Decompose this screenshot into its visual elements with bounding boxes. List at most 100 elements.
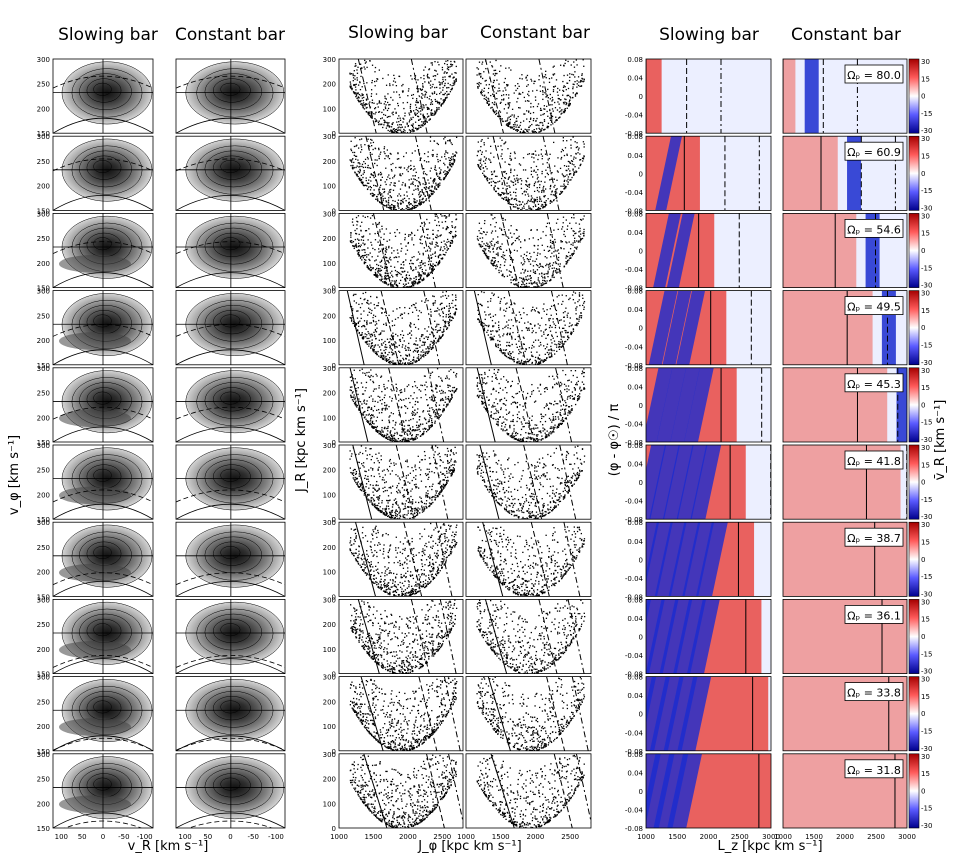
action-point [405, 245, 407, 247]
action-point [412, 97, 414, 100]
action-point [520, 246, 522, 249]
action-point [496, 72, 498, 75]
action-point [363, 170, 365, 172]
contour-line [204, 150, 263, 188]
action-point [501, 274, 503, 277]
action-point [408, 121, 411, 123]
action-point [569, 99, 571, 101]
action-point [542, 284, 544, 286]
action-point [369, 217, 372, 219]
action-point [551, 264, 554, 266]
action-point [425, 183, 427, 185]
action-point [364, 249, 366, 251]
action-point [497, 145, 499, 147]
action-point [503, 108, 506, 110]
action-point [380, 179, 382, 181]
action-point [560, 241, 562, 243]
action-point [532, 260, 534, 262]
action-point [421, 121, 423, 123]
action-point [484, 249, 486, 251]
action-point [535, 264, 538, 266]
action-point [401, 270, 403, 273]
action-point [537, 311, 539, 313]
action-point [414, 168, 416, 170]
action-point [562, 300, 564, 303]
action-point [413, 323, 415, 326]
action-point [494, 181, 496, 184]
action-point [361, 93, 363, 95]
action-point [443, 325, 445, 328]
action-point [367, 266, 369, 268]
action-point [494, 74, 496, 77]
action-point [384, 274, 386, 277]
action-point [500, 177, 503, 180]
action-point [480, 291, 483, 293]
action-point [355, 323, 357, 325]
action-point [564, 98, 566, 100]
action-point [539, 362, 542, 364]
action-point [544, 92, 546, 94]
action-point [414, 344, 417, 346]
action-point [389, 130, 391, 133]
action-point [527, 327, 529, 330]
y-tick-label: 300 [37, 133, 50, 141]
action-point [453, 80, 455, 82]
action-point [563, 85, 565, 87]
action-point [378, 248, 380, 250]
action-point [549, 246, 551, 248]
action-point [374, 120, 377, 123]
action-point [502, 327, 504, 330]
action-point [539, 358, 541, 360]
action-point [509, 354, 511, 357]
action-point [393, 207, 395, 210]
action-point [417, 258, 419, 260]
action-point [563, 188, 566, 190]
action-point [480, 166, 482, 168]
action-point [539, 198, 541, 200]
action-point [544, 108, 546, 110]
action-point [451, 316, 453, 318]
action-point [423, 341, 425, 344]
action-point [526, 251, 528, 253]
action-point [478, 230, 480, 232]
action-point [541, 158, 543, 160]
action-point [515, 129, 517, 131]
action-point [421, 124, 423, 126]
action-point [452, 82, 454, 84]
action-point [509, 191, 511, 193]
action-point [523, 96, 525, 99]
action-point [533, 184, 535, 187]
action-point [491, 178, 493, 180]
action-point [420, 275, 423, 277]
moving-group [59, 254, 131, 273]
action-point [435, 70, 437, 72]
action-point [534, 310, 537, 312]
action-point [374, 315, 377, 318]
action-point [553, 178, 555, 180]
action-point [506, 332, 509, 335]
action-point [509, 152, 512, 155]
action-point [386, 272, 388, 274]
action-point [533, 182, 536, 185]
y-tick-label: 0.08 [627, 133, 643, 141]
action-point [352, 77, 355, 79]
action-point [526, 100, 529, 102]
action-point [506, 119, 509, 121]
action-point [423, 153, 426, 155]
action-point [379, 186, 381, 188]
action-point [434, 246, 436, 248]
action-point [373, 184, 375, 187]
action-point [405, 259, 407, 261]
action-point [509, 121, 511, 123]
action-point [520, 351, 522, 354]
action-point [493, 257, 495, 259]
action-point [421, 242, 423, 245]
action-point [530, 209, 533, 211]
action-point [434, 255, 437, 257]
action-point [481, 245, 484, 247]
action-point [430, 102, 432, 104]
action-point [350, 148, 352, 150]
y-tick-label: 150 [37, 207, 50, 215]
action-point [542, 189, 544, 191]
action-point [366, 103, 368, 105]
